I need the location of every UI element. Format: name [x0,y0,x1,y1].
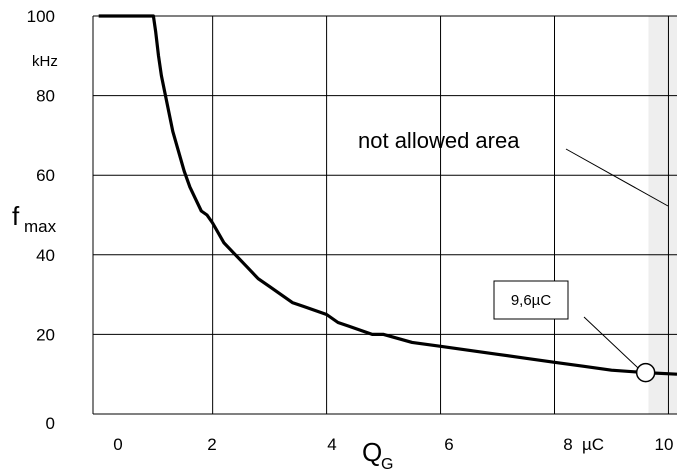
y-tick-labels: 0 20 40 60 80 100 [27,7,55,433]
y-tick-label: 40 [36,246,55,265]
x-axis-label-subscript: G [381,456,393,470]
callout-box [493,280,569,320]
y-axis-label-subscript: max [24,217,57,236]
y-tick-label: 0 [46,414,55,433]
x-tick-label: 0 [113,435,122,454]
x-tick-label: 10 [655,435,674,454]
y-tick-label: 60 [36,166,55,185]
x-tick-label: 8 [563,435,572,454]
callout-label: 9,6µC [511,292,551,309]
fmax-curve [98,14,677,376]
not-allowed-area-label: not allowed area [358,128,520,153]
x-axis-label: Q [362,437,382,467]
callout-leader [583,316,639,368]
grid [92,15,677,415]
x-axis-unit: µC [582,435,604,454]
y-tick-label: 80 [36,87,55,106]
y-tick-label: 20 [36,325,55,344]
not-allowed-area-leader [565,148,669,207]
y-axis-unit: kHz [32,53,58,70]
y-tick-label: 100 [27,7,55,26]
x-tick-label: 4 [327,435,336,454]
x-tick-label: 2 [207,435,216,454]
x-tick-labels: 0 2 4 6 8 10 [113,435,673,454]
not-allowed-area [648,16,677,414]
x-tick-label: 6 [444,435,453,454]
y-axis-label: f [12,201,20,231]
marker-point [635,362,656,383]
